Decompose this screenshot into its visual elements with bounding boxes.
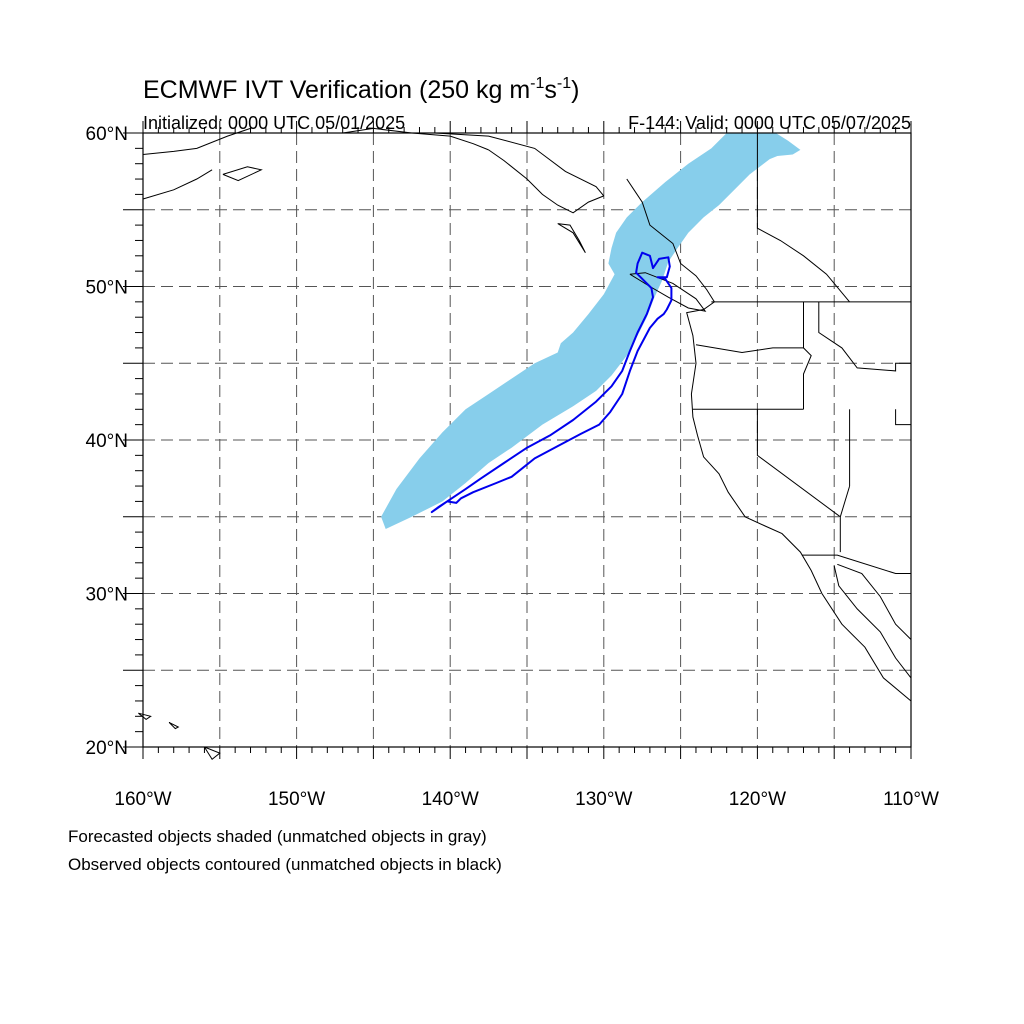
axis-labels: 160°W 150°W 140°W 130°W 120°W 110°W 20°N 30°N 40… [86,124,939,810]
coastlines [138,127,912,761]
border-utah-wyoming [895,409,911,426]
coastline-hawaii-2 [168,721,180,730]
lon-tick-label: 150°W [268,789,325,810]
chart-title: ECMWF IVT Verification (250 kg m-1s-1) [143,75,579,104]
border-alaska-canada [434,132,605,197]
border-idaho-montana [818,301,911,372]
coastline-gulf-mainland [837,563,912,640]
lon-tick-label: 110°W [883,789,939,810]
axis-ticks [123,121,912,759]
coastline-alaska-panhandle [488,149,604,214]
footnote-forecast: Forecasted objects shaded (unmatched obj… [68,827,487,846]
lon-tick-label: 130°W [575,789,632,810]
forecast-object [381,133,801,529]
border-or-wa [695,344,804,354]
lat-tick-label: 50°N [86,278,128,299]
lat-tick-label: 40°N [86,431,128,452]
observed-objects [430,251,673,514]
border-us-mexico [801,554,911,574]
observed-object [430,251,673,514]
lon-tick-label: 160°W [114,789,171,810]
footnote-observed: Observed objects contoured (unmatched ob… [68,855,502,874]
coastline-vancouver-island [629,272,707,312]
lon-tick-label: 140°W [422,789,479,810]
lat-tick-label: 30°N [86,585,128,606]
lat-tick-label: 60°N [86,124,128,145]
coastline-alaska-peninsula-south [142,169,213,200]
coastline-west-coast [626,178,912,702]
border-idaho-west [803,301,812,410]
lon-tick-label: 120°W [729,789,786,810]
coastline-kodiak [222,166,263,182]
initialized-label: Initialized: 0000 UTC 05/01/2025 [143,113,405,133]
border-az-nv [839,485,851,553]
border-bc-alberta [756,133,850,303]
valid-label: F-144: Valid: 0000 UTC 05/07/2025 [628,113,911,133]
lat-tick-label: 20°N [86,738,128,759]
graticule [143,133,911,747]
border-ca-nv [756,409,841,518]
coastline-gulf-of-alaska [342,127,489,151]
coastline-haida-gwaii [557,223,586,253]
coastline-hawaii-3 [203,746,221,761]
coastline-gulf-of-california [833,565,912,679]
forecast-objects [381,133,801,529]
